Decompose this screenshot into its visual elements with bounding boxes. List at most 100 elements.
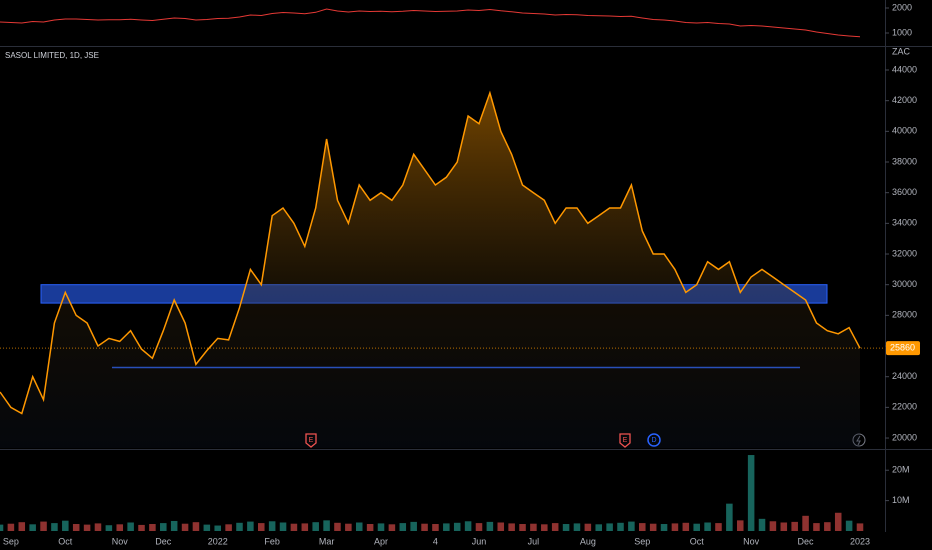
- volume-bar: [116, 524, 124, 531]
- x-tick-label: Oct: [690, 536, 705, 546]
- volume-bar: [649, 523, 657, 531]
- x-tick-label: 4: [433, 536, 438, 546]
- y-tick-label: 22000: [892, 402, 917, 412]
- volume-bar: [0, 524, 4, 531]
- event-label: D: [651, 437, 656, 444]
- x-tick-label: Dec: [155, 536, 172, 546]
- volume-bar: [7, 523, 15, 531]
- last-price-box: [886, 341, 920, 356]
- volume-bar: [203, 524, 211, 531]
- x-tick-label: Oct: [58, 536, 73, 546]
- x-tick-label: Aug: [580, 536, 596, 546]
- volume-bar: [247, 521, 254, 531]
- volume-bar: [671, 523, 679, 531]
- y-tick-label: 30000: [892, 279, 917, 289]
- volume-bar: [290, 523, 298, 531]
- volume-bar: [606, 523, 613, 531]
- volume-tick-label: 20M: [892, 465, 910, 475]
- y-tick-label: 24000: [892, 371, 917, 381]
- volume-bar: [345, 523, 352, 531]
- volume-bar: [747, 455, 755, 531]
- volume-bar: [758, 518, 766, 531]
- x-tick-label: Dec: [798, 536, 815, 546]
- volume-bar: [824, 522, 831, 531]
- volume-bar: [366, 524, 374, 531]
- volume-bar: [769, 521, 777, 531]
- volume-bar: [845, 520, 853, 531]
- volume-bar: [443, 523, 450, 531]
- volume-bar: [312, 522, 319, 531]
- y-tick-label: 44000: [892, 64, 917, 74]
- volume-bar: [160, 523, 167, 531]
- volume-bar: [497, 522, 505, 531]
- price-area: [0, 93, 860, 448]
- x-tick-label: Apr: [374, 536, 388, 546]
- volume-bar: [856, 523, 864, 531]
- volume-bar: [62, 520, 69, 531]
- volume-bar: [726, 503, 733, 531]
- y-tick-label: 20000: [892, 432, 917, 442]
- y-tick-label: 28000: [892, 310, 917, 320]
- volume-bar: [258, 523, 265, 531]
- volume-bar: [170, 520, 178, 531]
- volume-bar: [51, 523, 58, 531]
- volume-bar: [595, 524, 602, 531]
- volume-bar: [214, 525, 221, 531]
- y-tick-label: 34000: [892, 218, 917, 228]
- volume-bar: [530, 523, 537, 531]
- indicator-tick-label: 2000: [892, 2, 912, 12]
- y-tick-label: 40000: [892, 126, 917, 136]
- chart-title: SASOL LIMITED, 1D, JSE: [5, 51, 99, 60]
- volume-bar: [573, 523, 581, 531]
- indicator-line: [0, 8, 861, 38]
- volume-bar: [18, 522, 26, 531]
- volume-bar: [149, 524, 156, 531]
- volume-bar: [225, 524, 232, 531]
- last-price-label: 25860: [890, 343, 915, 353]
- volume-bar: [192, 522, 200, 531]
- volume-bar: [410, 521, 417, 531]
- volume-bar: [29, 524, 36, 531]
- volume-bar: [355, 522, 363, 531]
- price-line: [0, 90, 861, 415]
- volume-bar: [268, 521, 276, 531]
- volume-bar: [508, 523, 515, 531]
- volume-bar: [334, 522, 341, 531]
- volume-bar: [236, 522, 243, 531]
- volume-bar: [628, 521, 635, 531]
- volume-bar: [813, 523, 820, 531]
- event-label: E: [309, 437, 314, 444]
- volume-bar: [83, 524, 91, 531]
- volume-bar: [704, 522, 711, 531]
- volume-bar: [127, 522, 134, 531]
- volume-bar: [301, 523, 309, 531]
- volume-bar: [693, 523, 700, 531]
- volume-bar: [399, 523, 407, 531]
- y-tick-label: 32000: [892, 248, 917, 258]
- x-tick-label: Sep: [634, 536, 650, 546]
- x-tick-label: Jun: [472, 536, 487, 546]
- x-tick-label: Jul: [528, 536, 540, 546]
- volume-bar: [486, 521, 494, 531]
- volume-bar: [94, 523, 102, 531]
- x-tick-label: Mar: [319, 536, 335, 546]
- volume-bar: [388, 524, 396, 531]
- x-tick-label: Feb: [264, 536, 280, 546]
- volume-bar: [138, 524, 145, 531]
- volume-bar: [682, 522, 690, 531]
- volume-bar: [421, 523, 428, 531]
- x-tick-label: 2022: [208, 536, 228, 546]
- volume-bar: [562, 524, 570, 531]
- indicator-tick-label: 1000: [892, 27, 912, 37]
- volume-bar: [181, 523, 189, 531]
- volume-bar: [791, 521, 798, 531]
- volume-bar: [40, 521, 47, 531]
- volume-tick-label: 10M: [892, 495, 910, 505]
- event-badge: [305, 433, 317, 448]
- volume-bar: [72, 524, 80, 531]
- volume-bar: [584, 523, 592, 531]
- y-tick-label: 36000: [892, 187, 917, 197]
- event-label: E: [623, 437, 628, 444]
